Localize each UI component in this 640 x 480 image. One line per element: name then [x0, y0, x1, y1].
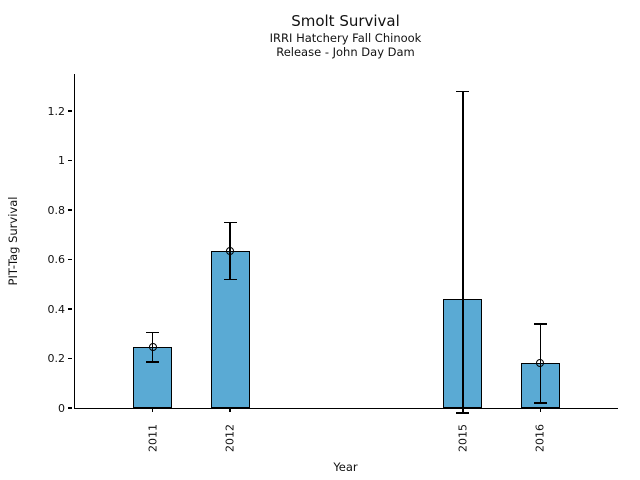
- error-cap-top: [533, 323, 547, 325]
- chart-subtitle-line1: IRRI Hatchery Fall Chinook: [269, 31, 422, 45]
- error-cap-top: [146, 331, 160, 334]
- x-tick-label: 2015: [456, 424, 470, 452]
- y-tick-label: 0.2: [47, 352, 66, 366]
- x-tick-label: 2011: [146, 424, 160, 452]
- y-tick-label: 1.2: [47, 104, 66, 118]
- x-tick: [539, 408, 542, 412]
- y-tick: [68, 308, 72, 310]
- y-tick: [68, 357, 72, 360]
- error-cap-bottom: [146, 361, 160, 363]
- y-tick: [68, 407, 72, 409]
- x-tick-label: 2012: [223, 424, 237, 452]
- y-tick: [68, 110, 72, 112]
- y-tick-label: 0: [58, 401, 65, 415]
- x-tick-label: 2016: [533, 424, 547, 452]
- error-bar: [462, 91, 464, 413]
- error-cap-bottom: [456, 412, 470, 414]
- y-tick: [68, 159, 72, 162]
- error-cap-bottom: [223, 278, 237, 281]
- error-cap-top: [456, 90, 470, 93]
- chart-subtitle-line2: Release - John Day Dam: [276, 45, 415, 59]
- y-tick-label: 0.6: [47, 253, 66, 267]
- x-tick: [229, 408, 231, 412]
- y-tick: [68, 258, 72, 261]
- y-tick-label: 1: [58, 154, 65, 168]
- chart-title: Smolt Survival: [291, 12, 400, 30]
- point-marker: [148, 343, 157, 352]
- x-tick: [151, 408, 154, 412]
- y-tick-label: 0.8: [47, 203, 66, 217]
- y-tick-label: 0.4: [47, 302, 66, 316]
- point-marker: [226, 246, 235, 255]
- error-cap-bottom: [533, 402, 547, 404]
- point-marker: [536, 359, 545, 368]
- error-cap-top: [223, 221, 237, 224]
- y-tick: [68, 209, 72, 211]
- plot-area: 0 0.2 0.4 0.6 0.8 1 1.2 2011 2012 2015 2016: [48, 74, 618, 452]
- x-axis-label: Year: [333, 460, 358, 474]
- y-axis-label: PIT-Tag Survival: [6, 196, 20, 286]
